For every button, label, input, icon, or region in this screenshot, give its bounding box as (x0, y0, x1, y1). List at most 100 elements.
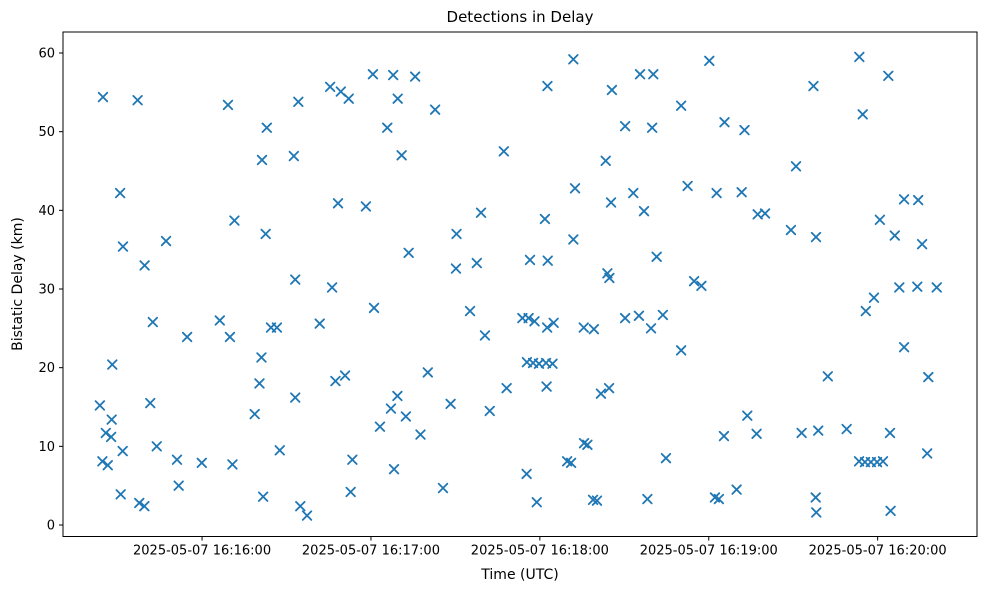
data-point-marker (857, 109, 868, 120)
data-point-marker (332, 198, 344, 209)
data-point-marker (132, 95, 143, 106)
data-point-marker (257, 491, 269, 502)
data-point-marker (105, 431, 117, 443)
data-point-marker (260, 228, 271, 240)
data-point-marker (484, 405, 495, 417)
data-point-marker (742, 410, 753, 421)
data-point-marker (568, 54, 579, 65)
data-point-marker (429, 104, 441, 115)
x-axis-label: Time (UTC) (480, 567, 558, 583)
data-point-marker (860, 305, 872, 317)
data-point-marker (529, 316, 540, 327)
x-tick-label: 2025-05-07 16:18:00 (471, 544, 609, 559)
data-point-marker (854, 51, 865, 63)
data-point-marker (785, 224, 797, 236)
data-point-marker (675, 100, 687, 111)
scatter-points (94, 51, 942, 521)
data-point-marker (619, 120, 631, 132)
data-point-marker (388, 463, 400, 475)
data-point-marker (368, 302, 380, 314)
data-point-marker (271, 322, 283, 333)
data-point-marker (810, 492, 821, 503)
data-point-marker (619, 312, 631, 324)
data-point-marker (884, 427, 896, 439)
data-point-marker (385, 403, 397, 414)
data-point-marker (813, 425, 824, 436)
data-point-marker (249, 408, 260, 420)
data-point-marker (382, 122, 393, 133)
data-point-marker (541, 381, 552, 392)
data-point-marker (409, 71, 421, 82)
data-point-marker (675, 345, 687, 356)
data-point-marker (171, 454, 183, 465)
data-point-marker (445, 398, 456, 410)
data-point-marker (657, 309, 669, 321)
data-point-marker (224, 331, 236, 343)
data-point-marker (214, 315, 225, 326)
data-point-marker (638, 205, 650, 217)
data-point-marker (274, 445, 285, 456)
data-point-marker (548, 317, 559, 329)
x-axis: 2025-05-07 16:16:00 2025-05-07 16:17:00 20… (133, 536, 947, 559)
data-point-marker (645, 323, 657, 334)
data-point-marker (326, 282, 338, 293)
data-point-marker (173, 480, 184, 491)
data-point-marker (117, 241, 129, 252)
data-point-marker (547, 358, 558, 369)
data-point-marker (711, 187, 722, 199)
data-point-marker (347, 454, 358, 465)
y-tick-label: 0 (47, 519, 55, 534)
y-axis-label: Bistatic Delay (km) (10, 217, 26, 351)
data-point-marker (539, 213, 551, 225)
data-point-marker (106, 414, 117, 425)
data-point-marker (345, 486, 356, 498)
data-point-marker (115, 489, 126, 500)
data-point-marker (107, 359, 118, 370)
data-point-marker (739, 124, 750, 136)
data-point-marker (541, 322, 553, 333)
data-point-marker (102, 460, 113, 471)
y-tick-label: 40 (38, 204, 55, 219)
data-point-marker (889, 230, 901, 241)
data-point-marker (646, 122, 658, 133)
data-point-marker (160, 235, 172, 247)
data-point-marker (565, 457, 577, 469)
data-point-marker (841, 423, 852, 435)
data-point-marker (521, 468, 532, 480)
data-point-marker (254, 378, 265, 389)
data-point-marker (97, 456, 108, 467)
data-point-marker (874, 214, 886, 225)
data-point-marker (290, 392, 301, 403)
y-tick-label: 60 (38, 47, 55, 62)
data-point-marker (139, 260, 150, 271)
data-point-marker (392, 93, 403, 104)
data-point-marker (682, 180, 693, 192)
data-point-marker (367, 69, 379, 80)
data-point-marker (877, 456, 889, 467)
data-point-marker (343, 93, 354, 104)
data-point-marker (387, 69, 399, 81)
data-point-marker (923, 371, 934, 383)
data-point-marker (883, 70, 894, 82)
data-point-marker (290, 274, 301, 285)
data-point-marker (396, 150, 407, 161)
data-point-marker (912, 194, 924, 206)
data-point-marker (542, 255, 553, 266)
data-point-marker (256, 154, 268, 166)
data-point-marker (921, 448, 933, 459)
data-point-marker (606, 84, 618, 96)
data-point-marker (151, 441, 162, 452)
data-point-marker (261, 122, 272, 133)
data-point-marker (642, 493, 653, 505)
y-tick-label: 10 (38, 440, 55, 455)
data-point-marker (542, 80, 553, 92)
data-point-marker (392, 390, 403, 402)
y-tick-label: 50 (38, 125, 55, 140)
data-point-marker (415, 429, 426, 440)
data-point-marker (912, 281, 923, 292)
data-point-marker (227, 459, 238, 470)
data-point-marker (569, 183, 581, 194)
data-point-marker (145, 397, 156, 409)
data-point-marker (731, 484, 742, 495)
